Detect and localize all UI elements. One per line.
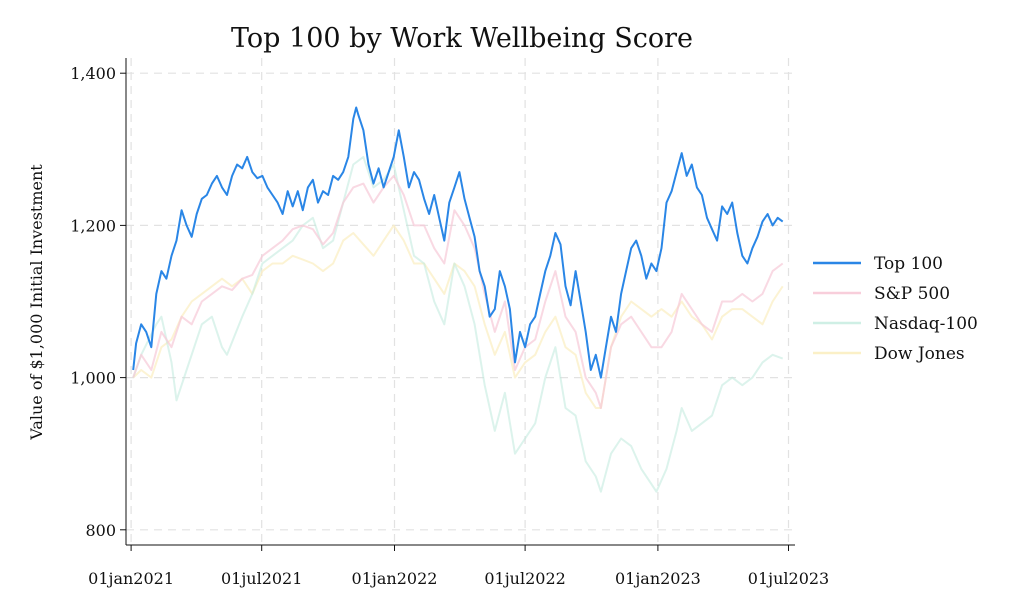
series-lines <box>132 106 784 493</box>
x-tick-label: 01jan2022 <box>352 569 438 588</box>
legend-label: Top 100 <box>874 254 943 274</box>
chart-title: Top 100 by Work Wellbeing Score <box>231 23 693 54</box>
grid <box>126 58 795 545</box>
y-tick-label: 1,200 <box>70 216 116 235</box>
series-line-dow-jones <box>132 224 784 409</box>
x-tick-label: 01jan2021 <box>88 569 174 588</box>
series-line-top-100 <box>132 106 784 379</box>
legend-label: Dow Jones <box>874 344 965 364</box>
x-ticks: 01jan2021 01jul2021 01jan2022 01jul2022 01ja… <box>88 545 829 588</box>
series-line-s-p-500 <box>132 174 784 409</box>
x-tick-label: 01jul2021 <box>221 569 302 588</box>
legend: Top 100 S&P 500 Nasdaq-100 Dow Jones <box>813 254 978 364</box>
x-tick-label: 01jan2023 <box>615 569 701 588</box>
legend-label: S&P 500 <box>874 284 950 304</box>
x-tick-label: 01jul2022 <box>484 569 565 588</box>
x-tick-label: 01jul2023 <box>748 569 829 588</box>
y-tick-label: 800 <box>85 521 116 540</box>
y-axis-title: Value of $1,000 Initial Investment <box>27 164 46 441</box>
series-line-nasdaq-100 <box>132 155 784 493</box>
y-tick-label: 1,400 <box>70 64 116 83</box>
y-ticks: 800 1,000 1,200 1,400 <box>70 64 126 540</box>
legend-label: Nasdaq-100 <box>874 314 978 334</box>
y-tick-label: 1,000 <box>70 369 116 388</box>
axes <box>125 58 795 546</box>
